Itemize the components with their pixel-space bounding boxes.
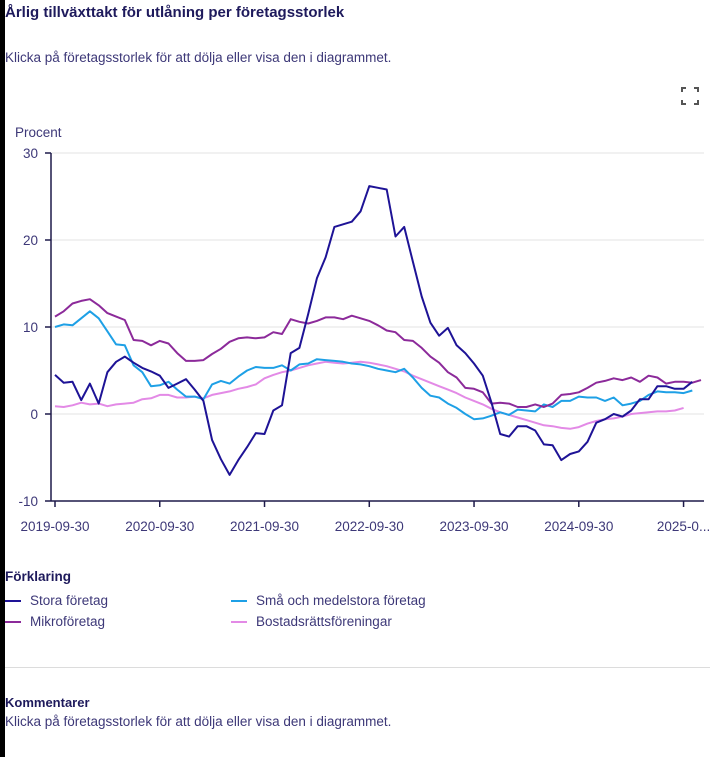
x-tick-label: 2019-09-30 — [20, 519, 89, 534]
fullscreen-icon — [681, 87, 699, 105]
chart-subtitle: Klicka på företagsstorlek för att dölja … — [5, 50, 392, 65]
legend-swatch-bostadsrattsforeningar — [231, 620, 247, 623]
x-tick-label: 2021-09-30 — [230, 519, 299, 534]
x-tick-label: 2022-09-30 — [335, 519, 404, 534]
legend-label: Små och medelstora företag — [256, 593, 426, 608]
y-axis-ticks: 30 20 10 0 -10 — [18, 146, 51, 509]
legend-title: Förklaring — [5, 569, 72, 584]
series-line-mikroforetag — [54, 298, 702, 408]
legend-swatch-mikroforetag — [5, 620, 21, 623]
legend-item-sma-och-medelstora-foretag[interactable]: Små och medelstora företag — [231, 593, 426, 608]
legend-label: Mikroföretag — [30, 614, 106, 629]
series-line-bostadsrattsforeningar — [54, 360, 684, 430]
legend-item-mikroforetag[interactable]: Mikroföretag — [5, 614, 105, 629]
x-axis-ticks: 2019-09-30 2020-09-30 2021-09-30 2022-09-30… — [20, 501, 710, 534]
legend-label: Stora företag — [30, 593, 109, 608]
legend-item-stora-foretag[interactable]: Stora företag — [5, 593, 108, 608]
legend-label: Bostadsrättsföreningar — [256, 614, 392, 629]
y-axis-label: Procent — [15, 125, 62, 140]
gridlines — [51, 152, 704, 415]
series-lines — [54, 185, 702, 476]
x-tick-label: 2020-09-30 — [125, 519, 194, 534]
line-chart: 30 20 10 0 -10 2019-09-30 2020-09-30 2021-09-3… — [18, 146, 710, 534]
y-tick-label: 20 — [23, 233, 38, 248]
section-divider — [5, 667, 710, 668]
legend-item-bostadsrattsforeningar[interactable]: Bostadsrättsföreningar — [231, 614, 392, 629]
y-tick-label: 10 — [23, 320, 38, 335]
y-tick-label: 0 — [30, 407, 38, 422]
window-edge — [0, 0, 5, 757]
y-tick-label: 30 — [23, 146, 38, 161]
x-tick-label: 2024-09-30 — [544, 519, 613, 534]
fullscreen-button[interactable] — [681, 87, 699, 105]
comments-title: Kommentarer — [5, 695, 90, 710]
series-line-stora-foretag — [54, 185, 693, 476]
comments-text: Klicka på företagsstorlek för att dölja … — [5, 714, 392, 729]
y-tick-label: -10 — [18, 494, 38, 509]
x-tick-label: 2023-09-30 — [440, 519, 509, 534]
series-line-sma-och-medelstora-foretag — [54, 310, 693, 421]
legend-swatch-stora-foretag — [5, 599, 21, 602]
chart-title: Årlig tillväxttakt för utlåning per före… — [5, 4, 345, 21]
x-tick-label: 2025-0... — [657, 519, 710, 534]
legend-swatch-sma-och-medelstora — [231, 599, 247, 602]
